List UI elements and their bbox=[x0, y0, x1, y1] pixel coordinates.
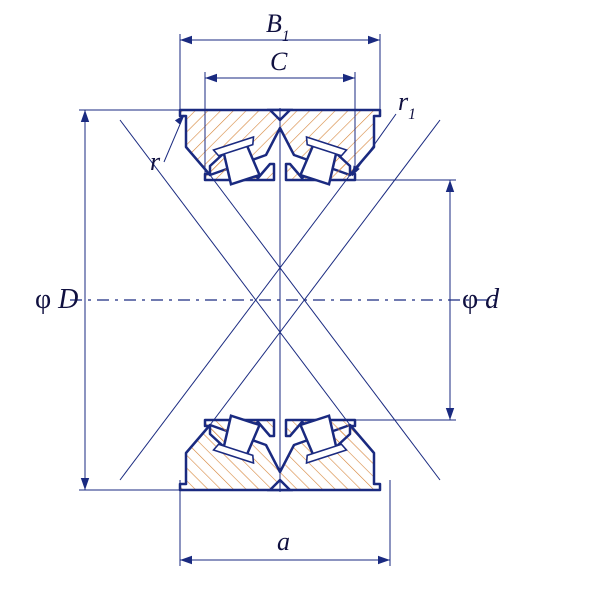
label-phiD: φ D bbox=[35, 284, 78, 315]
label-phid: φ d bbox=[462, 284, 500, 315]
bearing-diagram: B1Ca φ D φ d r r1 bbox=[0, 0, 600, 600]
label-r: r bbox=[150, 147, 161, 176]
label-a: a bbox=[277, 527, 290, 556]
label-B1: B1 bbox=[266, 9, 290, 45]
label-r1: r1 bbox=[398, 87, 416, 123]
label-C: C bbox=[270, 47, 288, 76]
